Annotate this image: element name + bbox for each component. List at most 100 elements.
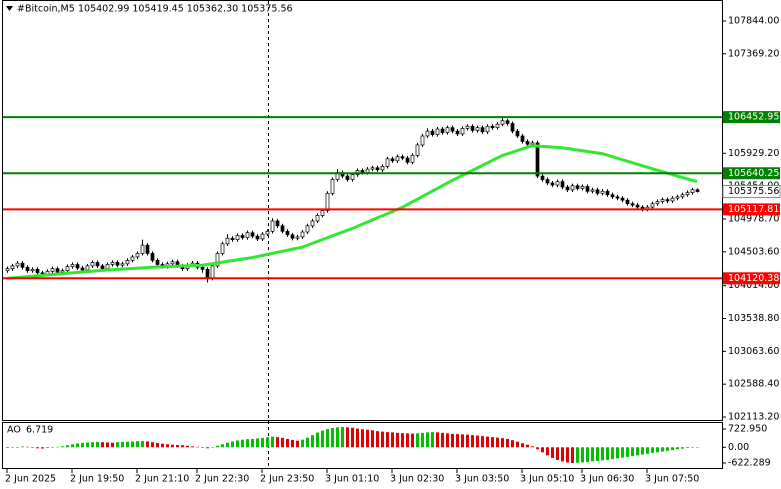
candle-body — [610, 194, 615, 198]
ao-bar — [351, 427, 354, 448]
price-label-box — [722, 185, 781, 199]
level-label-box — [723, 167, 780, 180]
ao-bar — [541, 447, 544, 453]
candle-body — [65, 266, 70, 272]
ao-bar — [241, 439, 244, 448]
candle-body — [500, 120, 505, 125]
candle-body — [370, 167, 375, 170]
candle-body — [75, 264, 80, 269]
candle-body — [200, 266, 205, 270]
candle-body — [265, 230, 270, 235]
ao-bar — [296, 440, 299, 448]
moving-average — [6, 144, 698, 280]
ao-bar — [666, 447, 669, 451]
ao-bar — [111, 442, 114, 448]
y-tick-label: 104503.60 — [728, 246, 779, 257]
ao-bar — [431, 432, 434, 448]
ao-bar — [186, 445, 189, 448]
candle-body — [290, 234, 295, 239]
main-frame — [2, 0, 723, 421]
candle-body — [30, 268, 35, 272]
candle-body — [85, 265, 90, 271]
candle-body — [270, 220, 275, 232]
y-tick-label: 103538.80 — [728, 313, 779, 324]
candle-body — [310, 220, 315, 227]
ao-bar — [181, 445, 184, 448]
ao-bar — [466, 434, 469, 448]
ao-bar — [156, 442, 159, 448]
candle-body — [235, 235, 240, 240]
x-tick-label: 3 Jun 02:30 — [390, 474, 444, 485]
candle-body — [510, 123, 515, 132]
ao-bar — [276, 437, 279, 448]
candle-body — [650, 203, 655, 208]
ao-bar — [486, 436, 489, 448]
candle-body — [415, 144, 420, 156]
ao-bar — [41, 447, 44, 449]
ao-bar — [256, 438, 259, 448]
ao-bar — [91, 442, 94, 448]
candle-body — [130, 256, 135, 261]
ao-bar — [391, 432, 394, 448]
ao-bar — [506, 438, 509, 448]
ao-bar — [61, 446, 64, 448]
ao-bar — [691, 447, 694, 448]
candle-body — [140, 244, 145, 254]
ao-bar — [611, 447, 614, 460]
current-price: 105375.56 — [728, 186, 779, 197]
candle-body — [655, 201, 660, 205]
candle-body — [460, 128, 465, 135]
ao-y-tick-label: 722.950 — [728, 423, 767, 434]
candle-body — [505, 120, 510, 124]
x-tick-label: 2 Jun 23:50 — [260, 474, 314, 485]
candle-body — [20, 262, 25, 268]
ao-bar — [251, 438, 254, 448]
level-label: 105117.81 — [728, 204, 779, 215]
ao-bar — [496, 437, 499, 448]
ao-bar — [671, 447, 674, 451]
ao-bar — [686, 447, 689, 449]
candle-body — [495, 123, 500, 129]
ao-bar — [21, 446, 24, 448]
candle-body — [55, 268, 60, 273]
candle-body — [230, 237, 235, 240]
ao-bar — [596, 447, 599, 461]
ao-bar — [441, 432, 444, 448]
ao-bar — [616, 447, 619, 459]
ao-bar — [216, 445, 219, 448]
ao-bar — [626, 447, 629, 457]
ao-bar — [96, 441, 99, 448]
ao-bar — [191, 446, 194, 448]
candle-body — [395, 156, 400, 162]
ao-bar — [301, 439, 304, 448]
ao-bar — [196, 446, 199, 448]
ao-bar — [171, 444, 174, 448]
ao-bar — [311, 435, 314, 448]
candle-body — [320, 210, 325, 216]
candle-body — [575, 185, 580, 189]
ao-bar — [656, 447, 659, 453]
ao-bar — [446, 433, 449, 448]
candle-body — [585, 186, 590, 192]
ao-bar — [236, 440, 239, 448]
candle-body — [565, 186, 570, 191]
ao-bar — [436, 432, 439, 448]
ao-bar — [341, 427, 344, 448]
ao-bar — [591, 447, 594, 462]
ao-bar — [551, 447, 554, 458]
x-tick-label: 2 Jun 21:10 — [135, 474, 189, 485]
candle-body — [375, 167, 380, 171]
ao-bar — [501, 438, 504, 448]
y-tick-label: 102113.20 — [728, 412, 779, 423]
ao-name: AO — [7, 425, 21, 436]
ao-bar — [426, 432, 429, 448]
candle-body — [680, 194, 685, 198]
candle-body — [405, 157, 410, 163]
ao-bar — [126, 441, 129, 448]
ao-bar — [641, 447, 644, 455]
candle-body — [605, 190, 610, 196]
candle-body — [260, 233, 265, 240]
candle-body — [280, 225, 285, 232]
